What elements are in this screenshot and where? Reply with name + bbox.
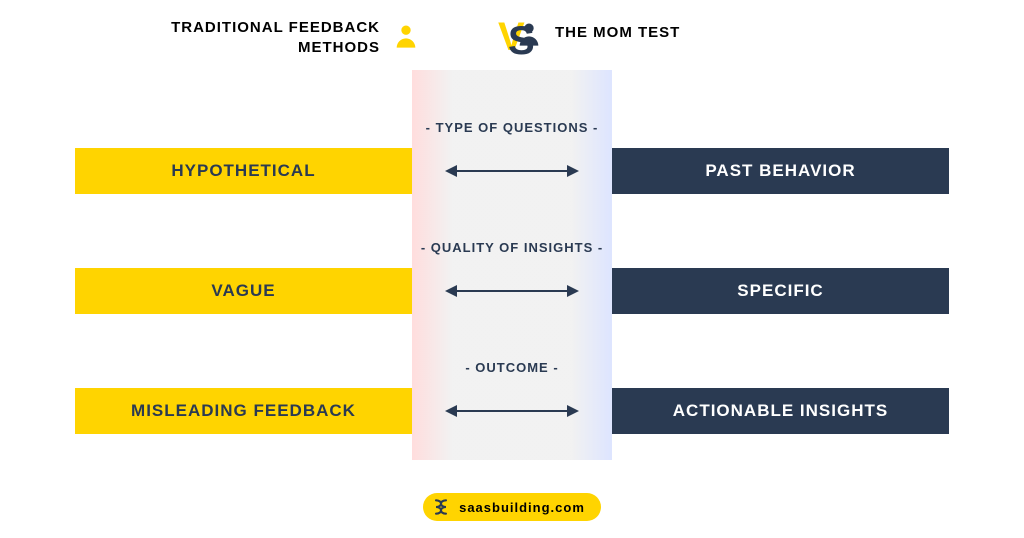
bar-left: MISLEADING FEEDBACK [75, 388, 412, 434]
arrow-zone [412, 268, 612, 314]
section-label: - TYPE OF QUESTIONS - [412, 120, 612, 135]
header-left-line2: METHODS [298, 39, 380, 56]
arrow-zone [412, 148, 612, 194]
comparison-row: VAGUE SPECIFIC [75, 268, 949, 314]
footer-pill: saasbuilding.com [423, 493, 601, 521]
person-icon-left [392, 22, 420, 55]
section-label: - QUALITY OF INSIGHTS - [412, 240, 612, 255]
double-arrow-icon [447, 170, 577, 172]
bar-left: HYPOTHETICAL [75, 148, 412, 194]
double-arrow-icon [447, 290, 577, 292]
footer-logo-icon [431, 497, 451, 517]
header-right: THE MOM TEST [555, 24, 855, 41]
person-icon-right [515, 20, 543, 53]
header-right-title: THE MOM TEST [555, 24, 855, 41]
comparison-row: HYPOTHETICAL PAST BEHAVIOR [75, 148, 949, 194]
header-left-line1: TRADITIONAL FEEDBACK [171, 19, 380, 36]
header-left-title: TRADITIONAL FEEDBACK METHODS [80, 18, 380, 57]
bar-right: SPECIFIC [612, 268, 949, 314]
arrow-zone [412, 388, 612, 434]
footer-text: saasbuilding.com [459, 500, 585, 515]
bar-right: ACTIONABLE INSIGHTS [612, 388, 949, 434]
bar-left: VAGUE [75, 268, 412, 314]
section-label: - OUTCOME - [412, 360, 612, 375]
comparison-row: MISLEADING FEEDBACK ACTIONABLE INSIGHTS [75, 388, 949, 434]
infographic-canvas: TRADITIONAL FEEDBACK METHODS V S THE MOM… [0, 0, 1024, 538]
footer: saasbuilding.com [0, 493, 1024, 522]
double-arrow-icon [447, 410, 577, 412]
bar-right: PAST BEHAVIOR [612, 148, 949, 194]
header-left: TRADITIONAL FEEDBACK METHODS [80, 18, 380, 57]
